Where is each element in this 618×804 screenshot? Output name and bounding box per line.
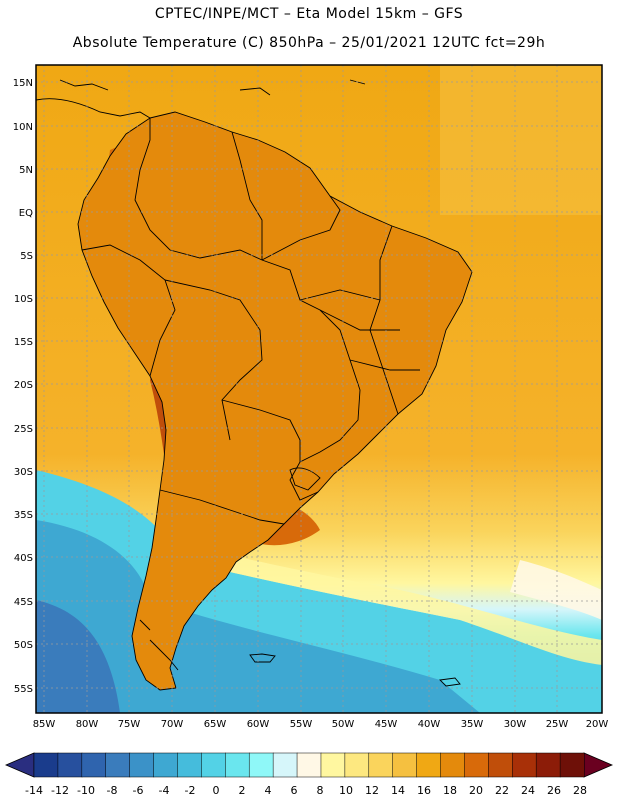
colorbar-swatch bbox=[416, 752, 442, 778]
colorbar-label: 26 bbox=[547, 784, 561, 797]
colorbar-swatch bbox=[440, 752, 465, 778]
colorbar-label: 24 bbox=[521, 784, 535, 797]
colorbar-label: 8 bbox=[317, 784, 324, 797]
colorbar-label: -14 bbox=[25, 784, 43, 797]
colorbar-underflow-arrow bbox=[4, 752, 35, 778]
lat-label: 45S bbox=[14, 597, 33, 608]
colorbar-label: -6 bbox=[133, 784, 144, 797]
colorbar-swatch bbox=[535, 752, 561, 778]
lat-label: 30S bbox=[14, 467, 33, 478]
colorbar-label: -4 bbox=[159, 784, 170, 797]
lat-label: 40S bbox=[14, 553, 33, 564]
lat-label: 5S bbox=[20, 251, 33, 262]
lon-label: 85W bbox=[33, 719, 56, 730]
lon-label: 65W bbox=[204, 719, 227, 730]
lon-label: 50W bbox=[332, 719, 355, 730]
lon-label: 45W bbox=[375, 719, 398, 730]
colorbar-swatch bbox=[296, 752, 322, 778]
lon-label: 60W bbox=[247, 719, 270, 730]
colorbar-swatch bbox=[201, 752, 226, 778]
lon-label: 20W bbox=[586, 719, 609, 730]
lon-label: 70W bbox=[161, 719, 184, 730]
lon-label: 80W bbox=[76, 719, 99, 730]
colorbar-swatch bbox=[392, 752, 418, 778]
lon-label: 55W bbox=[290, 719, 313, 730]
colorbar-swatch bbox=[105, 752, 131, 778]
colorbar-label: -10 bbox=[77, 784, 95, 797]
lat-label: 5N bbox=[19, 165, 33, 176]
colorbar-swatch bbox=[57, 752, 83, 778]
colorbar-overflow-arrow bbox=[583, 752, 614, 778]
lon-label: 25W bbox=[546, 719, 569, 730]
lat-label: 35S bbox=[14, 510, 33, 521]
colorbar-label: -12 bbox=[51, 784, 69, 797]
colorbar-label: 12 bbox=[365, 784, 379, 797]
colorbar-label: -2 bbox=[185, 784, 196, 797]
colorbar-swatch bbox=[153, 752, 179, 778]
colorbar-label: 6 bbox=[291, 784, 298, 797]
colorbar-swatch bbox=[464, 752, 489, 778]
colorbar-label: 2 bbox=[239, 784, 246, 797]
colorbar-label: 14 bbox=[391, 784, 405, 797]
colorbar-swatch bbox=[81, 752, 107, 778]
lat-label: 25S bbox=[14, 424, 33, 435]
chart-subtitle: Absolute Temperature (C) 850hPa – 25/01/… bbox=[72, 35, 546, 51]
grid-lines bbox=[36, 65, 602, 713]
lat-label: 10N bbox=[13, 122, 33, 133]
lat-label: EQ bbox=[19, 208, 33, 219]
lat-axis: 15N 10N 5N EQ 5S 10S 15S 20S 25S 30S 35S… bbox=[13, 78, 33, 695]
colorbar-label: 16 bbox=[417, 784, 431, 797]
colorbar-swatch bbox=[344, 752, 370, 778]
colorbar-swatch bbox=[225, 752, 250, 778]
lat-label: 15N bbox=[13, 78, 33, 89]
lon-label: 30W bbox=[504, 719, 527, 730]
lat-label: 50S bbox=[14, 640, 33, 651]
colorbar: -14 -12 -10 -8 -6 -4 -2 0 2 4 6 8 10 12 … bbox=[4, 752, 614, 797]
colorbar-swatch bbox=[272, 752, 298, 778]
lat-label: 55S bbox=[14, 684, 33, 695]
coastlines-and-borders bbox=[36, 79, 473, 691]
lon-axis: 85W 80W 75W 70W 65W 60W 55W 50W 45W 40W … bbox=[33, 719, 609, 730]
colorbar-label: 22 bbox=[495, 784, 509, 797]
colorbar-label: 10 bbox=[339, 784, 353, 797]
colorbar-label: 20 bbox=[469, 784, 483, 797]
lon-label: 35W bbox=[461, 719, 484, 730]
colorbar-swatch bbox=[512, 752, 537, 778]
colorbar-swatch bbox=[320, 752, 346, 778]
lon-label: 75W bbox=[118, 719, 141, 730]
colorbar-label: 0 bbox=[213, 784, 220, 797]
chart-title: CPTEC/INPE/MCT – Eta Model 15km – GFS bbox=[154, 6, 464, 22]
lat-label: 10S bbox=[14, 294, 33, 305]
colorbar-label: 4 bbox=[265, 784, 272, 797]
colorbar-swatch bbox=[33, 752, 59, 778]
colorbar-swatch bbox=[177, 752, 202, 778]
colorbar-swatch bbox=[488, 752, 513, 778]
map-frame bbox=[35, 64, 603, 714]
colorbar-label: 28 bbox=[573, 784, 587, 797]
colorbar-label: 18 bbox=[443, 784, 457, 797]
colorbar-swatch bbox=[368, 752, 394, 778]
lat-label: 20S bbox=[14, 380, 33, 391]
colorbar-label: -8 bbox=[107, 784, 118, 797]
lon-label: 40W bbox=[418, 719, 441, 730]
lat-label: 15S bbox=[14, 337, 33, 348]
colorbar-swatch bbox=[559, 752, 585, 778]
colorbar-swatch bbox=[129, 752, 155, 778]
colorbar-swatch bbox=[248, 752, 274, 778]
